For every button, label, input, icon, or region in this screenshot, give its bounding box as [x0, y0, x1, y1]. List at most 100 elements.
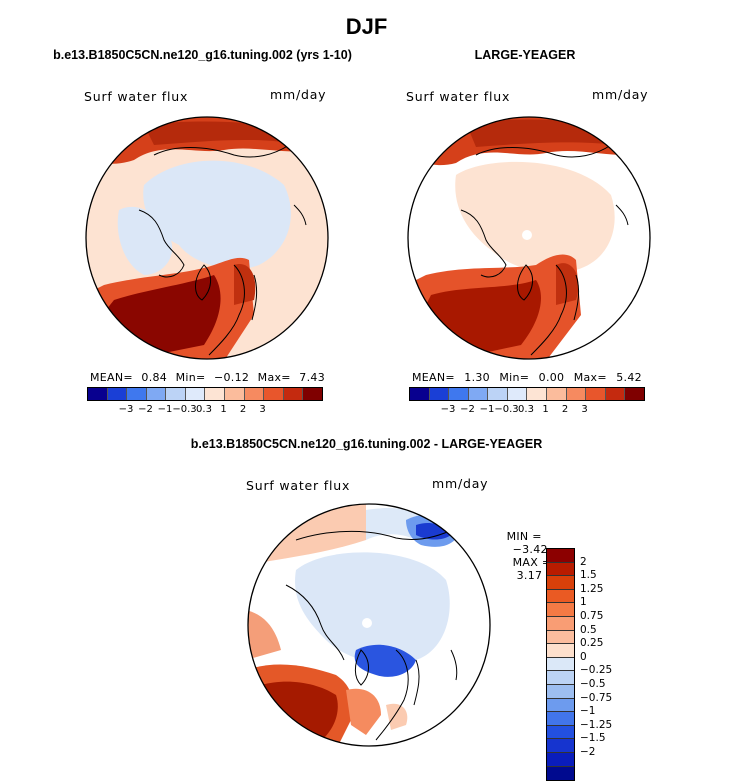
panel-1-variable-label: Surf water flux — [84, 89, 189, 104]
panel-2-min-value: 0.00 — [538, 371, 565, 384]
panel-1-mean-value: 0.84 — [141, 371, 168, 384]
panel-1-max-value: 7.43 — [299, 371, 325, 384]
colorbar-swatch — [303, 388, 322, 400]
diff-colorbar-swatch — [547, 766, 574, 781]
diff-colorbar-label: 1.5 — [580, 569, 597, 582]
diff-colorbar-label: 0.5 — [580, 623, 597, 636]
diff-colorbar-swatch — [547, 589, 574, 604]
colorbar-tick-label: 3 — [259, 404, 266, 415]
panel-2-min-label: Min= — [499, 371, 530, 384]
colorbar-tick-label: 0.3 — [518, 404, 534, 415]
diff-colorbar-label: 0 — [580, 650, 587, 663]
diff-colorbar-swatch — [547, 657, 574, 672]
diff-colorbar-label: −1 — [580, 705, 596, 718]
panel-1-colorbar-ticks: −3 −2 −1 −0.3 0.3 1 2 3 — [87, 404, 321, 418]
panel-1-max-label: Max= — [257, 371, 291, 384]
colorbar-swatch — [225, 388, 245, 400]
colorbar-tick-label: −1 — [479, 404, 495, 415]
panel-1-stats: MEAN= 0.84 Min= −0.12 Max= 7.43 — [90, 371, 325, 384]
colorbar-tick-label: −2 — [460, 404, 475, 415]
panel-2-polar-map — [407, 116, 651, 360]
main-title: DJF — [345, 14, 388, 39]
diff-colorbar-swatch — [547, 549, 574, 563]
panel-2-stats: MEAN= 1.30 Min= 0.00 Max= 5.42 — [412, 371, 642, 384]
diff-colorbar-swatch — [547, 712, 574, 726]
diff-colorbar-swatch — [547, 671, 574, 685]
panel-2-units-label: mm/day — [592, 87, 649, 102]
diff-colorbar-swatch — [547, 616, 574, 631]
panel-2-max-label: Max= — [573, 371, 607, 384]
diff-colorbar-label: −0.75 — [580, 691, 613, 704]
colorbar-swatch — [410, 388, 430, 400]
colorbar-tick-label: −3 — [118, 404, 134, 415]
diff-colorbar-label: 1 — [580, 596, 587, 609]
colorbar-swatch — [429, 388, 450, 400]
diff-colorbar-label: −0.5 — [580, 678, 606, 690]
diff-colorbar-swatch — [547, 752, 574, 767]
diff-colorbar-label: 0.25 — [580, 637, 604, 650]
diff-colorbar-label: −1.5 — [580, 732, 606, 745]
colorbar-swatch — [449, 388, 469, 400]
diff-colorbar-swatch — [547, 725, 574, 740]
diff-panel-title: b.e13.B1850C5CN.ne120_g16.tuning.002 - L… — [190, 437, 543, 451]
colorbar-tick-label: 2 — [239, 404, 247, 415]
diff-colorbar-label: 2 — [580, 555, 587, 568]
colorbar-tick-label: −0.3 — [172, 404, 197, 415]
colorbar-swatch — [586, 388, 606, 400]
diff-colorbar-labels: 2 1.5 1.25 1 0.75 0.5 0.25 0 −0.25 −0.5 −0.75 −1 −1.… — [580, 548, 620, 780]
colorbar-tick-label: −0.3 — [494, 404, 519, 415]
diff-colorbar — [546, 548, 575, 781]
colorbar-swatch — [566, 388, 587, 400]
diff-colorbar-label: −0.25 — [580, 664, 613, 677]
diff-panel-minmax: MIN = −3.42 MAX = 3.17 — [499, 517, 551, 582]
panel-1-min-label: Min= — [175, 371, 206, 384]
panel-1-colorbar — [87, 387, 323, 401]
diff-colorbar-label: −1.25 — [580, 718, 613, 731]
diff-colorbar-swatch — [547, 739, 574, 753]
diff-colorbar-swatch — [547, 603, 574, 617]
diff-colorbar-swatch — [547, 644, 574, 658]
colorbar-tick-label: 1 — [220, 404, 227, 415]
diff-min-label: MIN = — [506, 530, 542, 543]
diff-colorbar-label: 1.25 — [580, 582, 604, 595]
colorbar-tick-label: −2 — [138, 404, 153, 415]
diff-panel-polar-map — [247, 503, 491, 747]
diff-colorbar-label: 0.75 — [580, 610, 604, 622]
diff-colorbar-label: −2 — [580, 746, 596, 758]
colorbar-swatch — [507, 388, 528, 400]
colorbar-swatch — [264, 388, 284, 400]
diff-colorbar-swatch — [547, 576, 574, 590]
panel-2-colorbar-ticks: −3 −2 −1 −0.3 0.3 1 2 3 — [409, 404, 643, 418]
diff-max-value: 3.17 — [516, 569, 543, 582]
panel-2-mean-value: 1.30 — [464, 371, 490, 384]
colorbar-swatch — [547, 388, 567, 400]
diff-min-value: −3.42 — [512, 543, 548, 556]
colorbar-tick-label: 2 — [561, 404, 569, 415]
panel-1-mean-label: MEAN= — [90, 371, 133, 384]
panel-2-colorbar — [409, 387, 645, 401]
panel-2-mean-label: MEAN= — [412, 371, 455, 384]
panel-2-title: LARGE-YEAGER — [474, 48, 576, 62]
colorbar-swatch — [185, 388, 206, 400]
colorbar-swatch — [127, 388, 147, 400]
colorbar-swatch — [244, 388, 265, 400]
colorbar-tick-label: −3 — [440, 404, 456, 415]
diff-colorbar-swatch — [547, 562, 574, 577]
colorbar-swatch — [468, 388, 489, 400]
colorbar-tick-label: 1 — [542, 404, 549, 415]
diff-colorbar-swatch — [547, 630, 574, 645]
colorbar-swatch — [625, 388, 644, 400]
panel-2-variable-label: Surf water flux — [406, 89, 511, 104]
colorbar-tick-label: 0.3 — [196, 404, 212, 415]
colorbar-swatch — [205, 388, 226, 400]
diff-colorbar-swatch — [547, 698, 574, 713]
panel-1-min-value: −0.12 — [213, 371, 250, 384]
colorbar-swatch — [166, 388, 186, 400]
diff-panel-variable-label: Surf water flux — [246, 478, 351, 493]
panel-1-title: b.e13.B1850C5CN.ne120_g16.tuning.002 (yr… — [53, 48, 352, 62]
colorbar-swatch — [527, 388, 548, 400]
panel-2-max-value: 5.42 — [616, 371, 642, 384]
colorbar-swatch — [605, 388, 626, 400]
colorbar-tick-label: −1 — [157, 404, 173, 415]
panel-1-units-label: mm/day — [270, 87, 327, 102]
